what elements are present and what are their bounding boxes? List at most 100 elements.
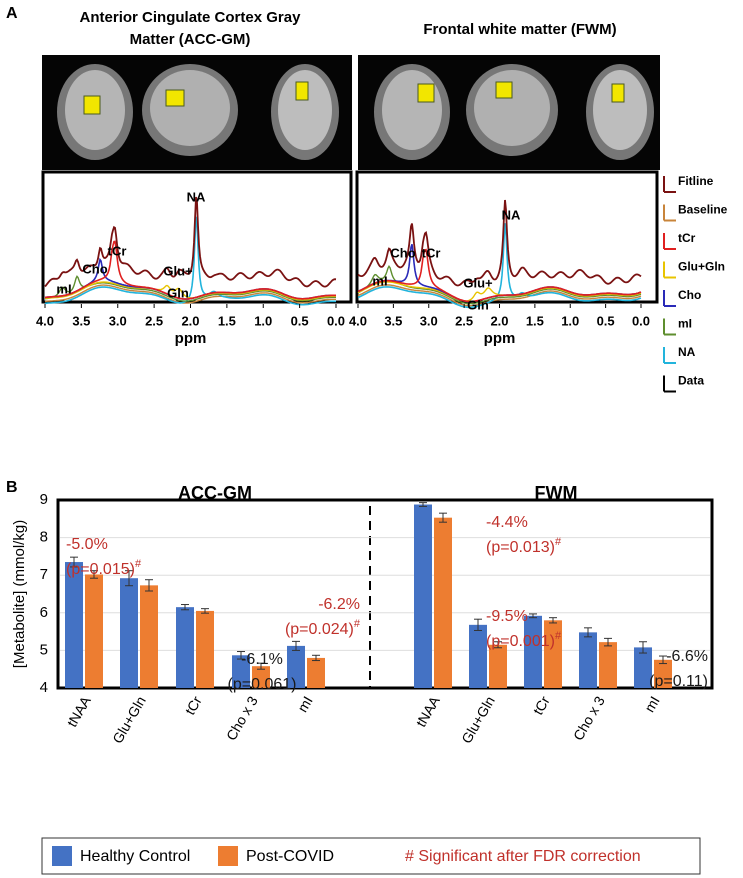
legend-swatch — [52, 846, 72, 866]
annotation-text: (p=0.015) — [66, 561, 135, 578]
x-tick-label: 2.5 — [455, 313, 473, 328]
bar — [176, 607, 194, 688]
bar — [65, 562, 83, 688]
legend-label: tCr — [678, 231, 696, 245]
spectrum-frame — [355, 170, 659, 304]
annotation-text: -6.1% — [241, 651, 283, 668]
bar — [307, 657, 325, 688]
x-tick-label: 3.0 — [420, 313, 438, 328]
annotation: -9.5% — [486, 608, 528, 625]
annotation: (p=0.015)# — [66, 558, 142, 578]
legend-box — [41, 837, 701, 875]
annotation: -6.2% — [318, 596, 360, 613]
bar — [599, 642, 617, 688]
annotation: (p=0.11) — [649, 673, 708, 690]
panel-title: Frontal white matter (FWM) — [423, 21, 616, 38]
legend-label: Baseline — [678, 203, 728, 217]
bar — [469, 624, 487, 688]
fitline-curve — [44, 196, 337, 288]
x-tick-label: 3.0 — [109, 313, 127, 328]
bar — [579, 632, 597, 688]
bar — [252, 666, 270, 688]
annotation: -4.4% — [486, 514, 528, 531]
legend-note: # Significant after FDR correction — [405, 848, 641, 865]
x-tick-label: mI — [294, 693, 316, 714]
bar — [634, 647, 652, 688]
x-tick-label: 4.0 — [349, 313, 367, 328]
spectrum — [357, 199, 642, 309]
annotation: -6.1% — [241, 651, 283, 668]
annotation-text: -5.0% — [66, 536, 108, 553]
legend-label: mI — [678, 317, 692, 331]
legend-label: Data — [678, 374, 704, 388]
bar — [140, 585, 158, 688]
panel-label: A — [6, 5, 18, 22]
peak-label: Cho — [390, 245, 415, 260]
legend-label: NA — [678, 345, 696, 359]
bar — [85, 574, 103, 688]
group-title: ACC-GM — [178, 483, 252, 503]
x-tick-label: 3.5 — [384, 313, 402, 328]
legend-label: Fitline — [678, 174, 714, 188]
significance-mark: # — [555, 630, 562, 642]
x-tick-label: 2.5 — [145, 313, 163, 328]
x-axis-label: ppm — [484, 330, 516, 347]
annotation-text: (p=0.013) — [486, 539, 555, 556]
peak-label: Glu+ — [463, 275, 493, 290]
significance-mark: # — [354, 618, 361, 630]
y-tick-label: 4 — [40, 679, 48, 696]
y-tick-label: 9 — [40, 491, 48, 508]
bar — [414, 504, 432, 688]
peak-label: NA — [187, 189, 206, 204]
glu-curve — [357, 281, 642, 302]
annotation-text: (p=0.061) — [228, 676, 297, 693]
y-tick-label: 6 — [40, 604, 48, 621]
peak-label: Gln — [467, 297, 489, 312]
tcr-curve — [44, 240, 336, 300]
panel-title: Anterior Cingulate Cortex Gray — [80, 9, 302, 26]
x-tick-label: 1.5 — [218, 313, 236, 328]
bar — [196, 610, 214, 688]
x-axis-label: ppm — [175, 330, 207, 347]
legend-label: Healthy Control — [80, 848, 190, 865]
x-tick-label: 4.0 — [36, 313, 54, 328]
x-tick-label: mI — [641, 693, 663, 714]
y-tick-label: 8 — [40, 529, 48, 546]
peak-label: NA — [502, 207, 521, 222]
na-curve — [357, 223, 642, 309]
group-title: FWM — [535, 483, 578, 503]
x-tick-label: 0.0 — [327, 313, 345, 328]
plot-frame — [56, 498, 714, 690]
peak-label: mI — [372, 273, 387, 288]
baseline-curve — [357, 284, 642, 307]
annotation: -6.6% — [666, 648, 708, 665]
x-tick-label: 1.5 — [526, 313, 544, 328]
x-tick-label: 1.0 — [254, 313, 272, 328]
x-tick-label: 0.5 — [291, 313, 309, 328]
na-curve — [44, 216, 336, 306]
annotation: -5.0% — [66, 536, 108, 553]
annotation: (p=0.061) — [228, 676, 297, 693]
legend-label: Glu+Gln — [678, 260, 725, 274]
x-tick-label: 2.0 — [490, 313, 508, 328]
x-tick-label: 2.0 — [181, 313, 199, 328]
peak-label: tCr — [422, 245, 441, 260]
annotation-text: -6.2% — [318, 596, 360, 613]
annotation-text: -4.4% — [486, 514, 528, 531]
peak-label: mI — [56, 281, 71, 296]
panel-label: B — [6, 479, 18, 496]
y-tick-label: 7 — [40, 566, 48, 583]
annotation: (p=0.024)# — [285, 618, 361, 638]
y-tick-label: 5 — [40, 641, 48, 658]
bar — [489, 644, 507, 688]
annotation-text: (p=0.11) — [649, 673, 708, 690]
annotation-text: (p=0.001) — [486, 633, 555, 650]
baseline-curve — [44, 284, 336, 304]
annotation: (p=0.013)# — [486, 536, 562, 556]
panel-title: Matter (ACC-GM) — [130, 31, 251, 48]
spectrum-frame — [41, 170, 353, 304]
significance-mark: # — [135, 558, 142, 570]
tcr-curve — [357, 248, 642, 303]
mri-strip — [42, 55, 352, 170]
